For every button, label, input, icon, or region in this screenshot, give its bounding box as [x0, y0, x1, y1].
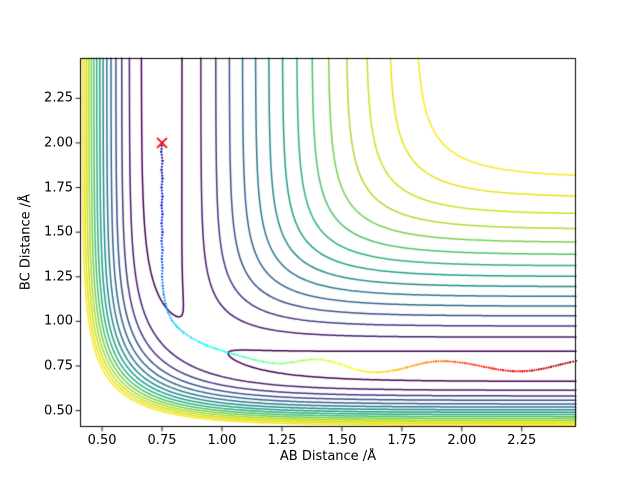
- y-tick-label: 1.25: [44, 269, 73, 285]
- x-tick-label: 1.00: [207, 433, 237, 448]
- y-tick-label: 0.50: [44, 403, 73, 419]
- y-tick-label: 1.75: [44, 180, 73, 196]
- x-tick-label: 2.00: [447, 433, 477, 448]
- x-tick-label: 1.25: [267, 433, 297, 448]
- x-tick-label: 1.75: [387, 433, 417, 448]
- y-tick-label: 2.25: [44, 90, 73, 106]
- x-tick-label: 2.25: [507, 433, 537, 448]
- y-tick-label: 0.75: [44, 358, 73, 374]
- x-tick-label: 0.75: [147, 433, 177, 448]
- y-tick-label: 1.50: [44, 224, 73, 240]
- y-tick-label: 2.00: [44, 135, 73, 151]
- y-tick-label: 1.00: [44, 313, 73, 329]
- x-axis-label: AB Distance /Å: [279, 449, 377, 464]
- x-tick-label: 1.50: [327, 433, 357, 448]
- x-tick-label: 0.50: [87, 433, 117, 448]
